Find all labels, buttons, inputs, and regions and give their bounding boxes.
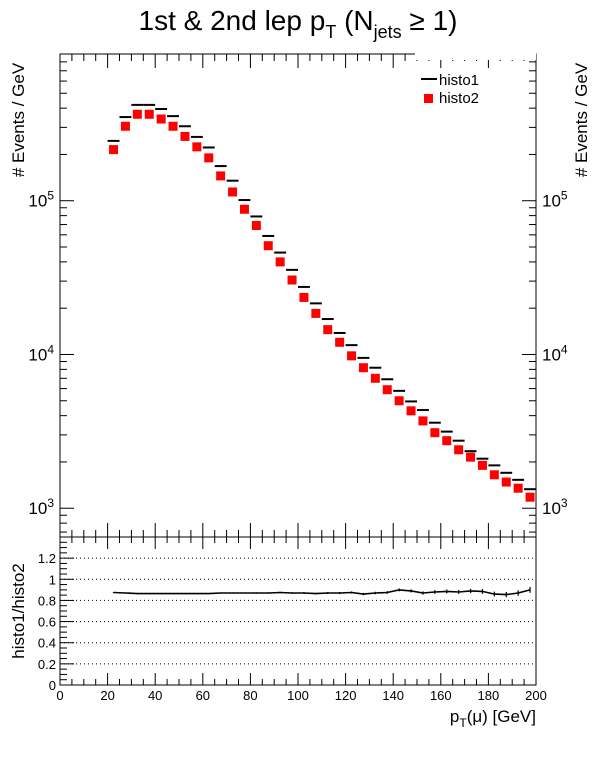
x-tick-label: 120 [335,688,357,703]
ratio-y-tick-label: 0.4 [38,636,56,651]
x-tick-label: 160 [430,688,452,703]
histo2-point [216,171,226,181]
ratio-line [113,589,531,596]
histo2-point [263,241,273,251]
histo2-point [370,373,380,383]
histo2-point [109,145,119,155]
upper-axis-ticks: 103 103 104 104 105 105 [28,53,568,537]
y-tick-label-left: 104 [28,342,54,364]
histo2-point [347,351,357,361]
ratio-y-axis-label: histo1/histo2 [9,563,28,658]
histo2-point [192,142,202,152]
ratio-y-tick-label: 0.6 [38,615,56,630]
x-tick-label: 0 [56,688,63,703]
ratio-plot-frame [59,536,537,686]
x-tick-label: 20 [100,688,114,703]
histo2-point [418,416,428,426]
y-tick-label-right: 105 [542,189,568,211]
histo2-point [323,325,333,335]
histo2-point [144,109,154,119]
upper-plot-panel: 103 103 104 104 105 105 # Events / GeV # Even… [9,46,591,538]
legend-label-histo2: histo2 [439,90,479,107]
legend-label-histo1: histo1 [439,72,479,89]
histo2-point [466,452,476,462]
upper-plot-marks [107,103,536,502]
y-axis-label-right: # Events / GeV [572,62,591,177]
histo2-point [311,308,321,318]
ratio-plot-panel: 0 0.2 0.4 0.6 0.8 1 1.2 0 20 40 60 80 100 120 140 160 18… [9,536,547,730]
histo2-point [168,121,178,131]
ratio-plot-marks [112,586,531,598]
histo2-point [430,428,440,438]
histo2-point [132,109,142,119]
histo2-point [120,121,130,131]
upper-plot-frame [59,53,537,538]
legend-swatch-histo2 [424,94,433,103]
histo2-point [228,187,238,197]
histo2-point [454,445,464,455]
chart-title: 1st & 2nd lep pT (Njets ≥ 1) [139,5,458,42]
histo2-point [477,460,487,470]
histo2-point [382,385,392,395]
y-tick-label-right: 104 [542,342,568,364]
histo2-point [501,477,511,487]
histo2-point [287,275,297,285]
x-tick-label: 100 [287,688,309,703]
x-tick-label: 200 [525,688,547,703]
y-tick-label-right: 103 [542,496,568,518]
title-main: 1st & 2nd lep p [139,5,326,36]
ratio-y-tick-label: 1.2 [38,551,56,566]
x-tick-label: 80 [243,688,257,703]
histo2-point [394,396,404,406]
title-close: ≥ 1) [402,5,458,36]
title-open: (N [336,5,373,36]
histo2-point [299,292,309,302]
ratio-y-tick-label: 0 [49,678,56,693]
y-axis-label-left: # Events / GeV [9,62,28,177]
histo2-point [156,114,166,124]
histo2-point [406,406,416,416]
x-axis-label: pT(μ) [GeV] [450,707,536,730]
ratio-y-tick-label: 1 [49,572,56,587]
histo2-point [489,470,499,480]
ratio-axis-ticks: 0 0.2 0.4 0.6 0.8 1 1.2 0 20 40 60 80 100 120 140 160 18… [38,536,547,703]
y-tick-label-left: 105 [28,189,54,211]
y-tick-label-left: 103 [28,496,54,518]
histo2-point [251,220,261,230]
histo2-point [442,436,452,446]
histo2-point [513,483,523,493]
ratio-y-tick-label: 0.2 [38,657,56,672]
histo2-point [358,363,368,373]
ratio-gridlines [60,557,536,665]
x-axis-label-rest: (μ) [GeV] [467,707,536,726]
x-axis-label-main: p [450,707,459,726]
histo2-point [275,257,285,267]
legend: histo1 histo2 [421,72,479,107]
histo2-point [204,153,214,163]
histo2-point [239,204,249,214]
histo2-point [335,337,345,347]
x-tick-label: 60 [196,688,210,703]
histo2-point [180,131,190,141]
x-axis-label-sub: T [459,716,467,730]
title-sub-t: T [325,22,336,42]
x-tick-label: 140 [382,688,404,703]
x-tick-label: 40 [148,688,162,703]
x-tick-label: 180 [478,688,500,703]
histo2-point [525,492,535,502]
title-overlap-patch [415,46,536,60]
ratio-y-tick-label: 0.8 [38,593,56,608]
title-sub-jets: jets [373,22,402,42]
